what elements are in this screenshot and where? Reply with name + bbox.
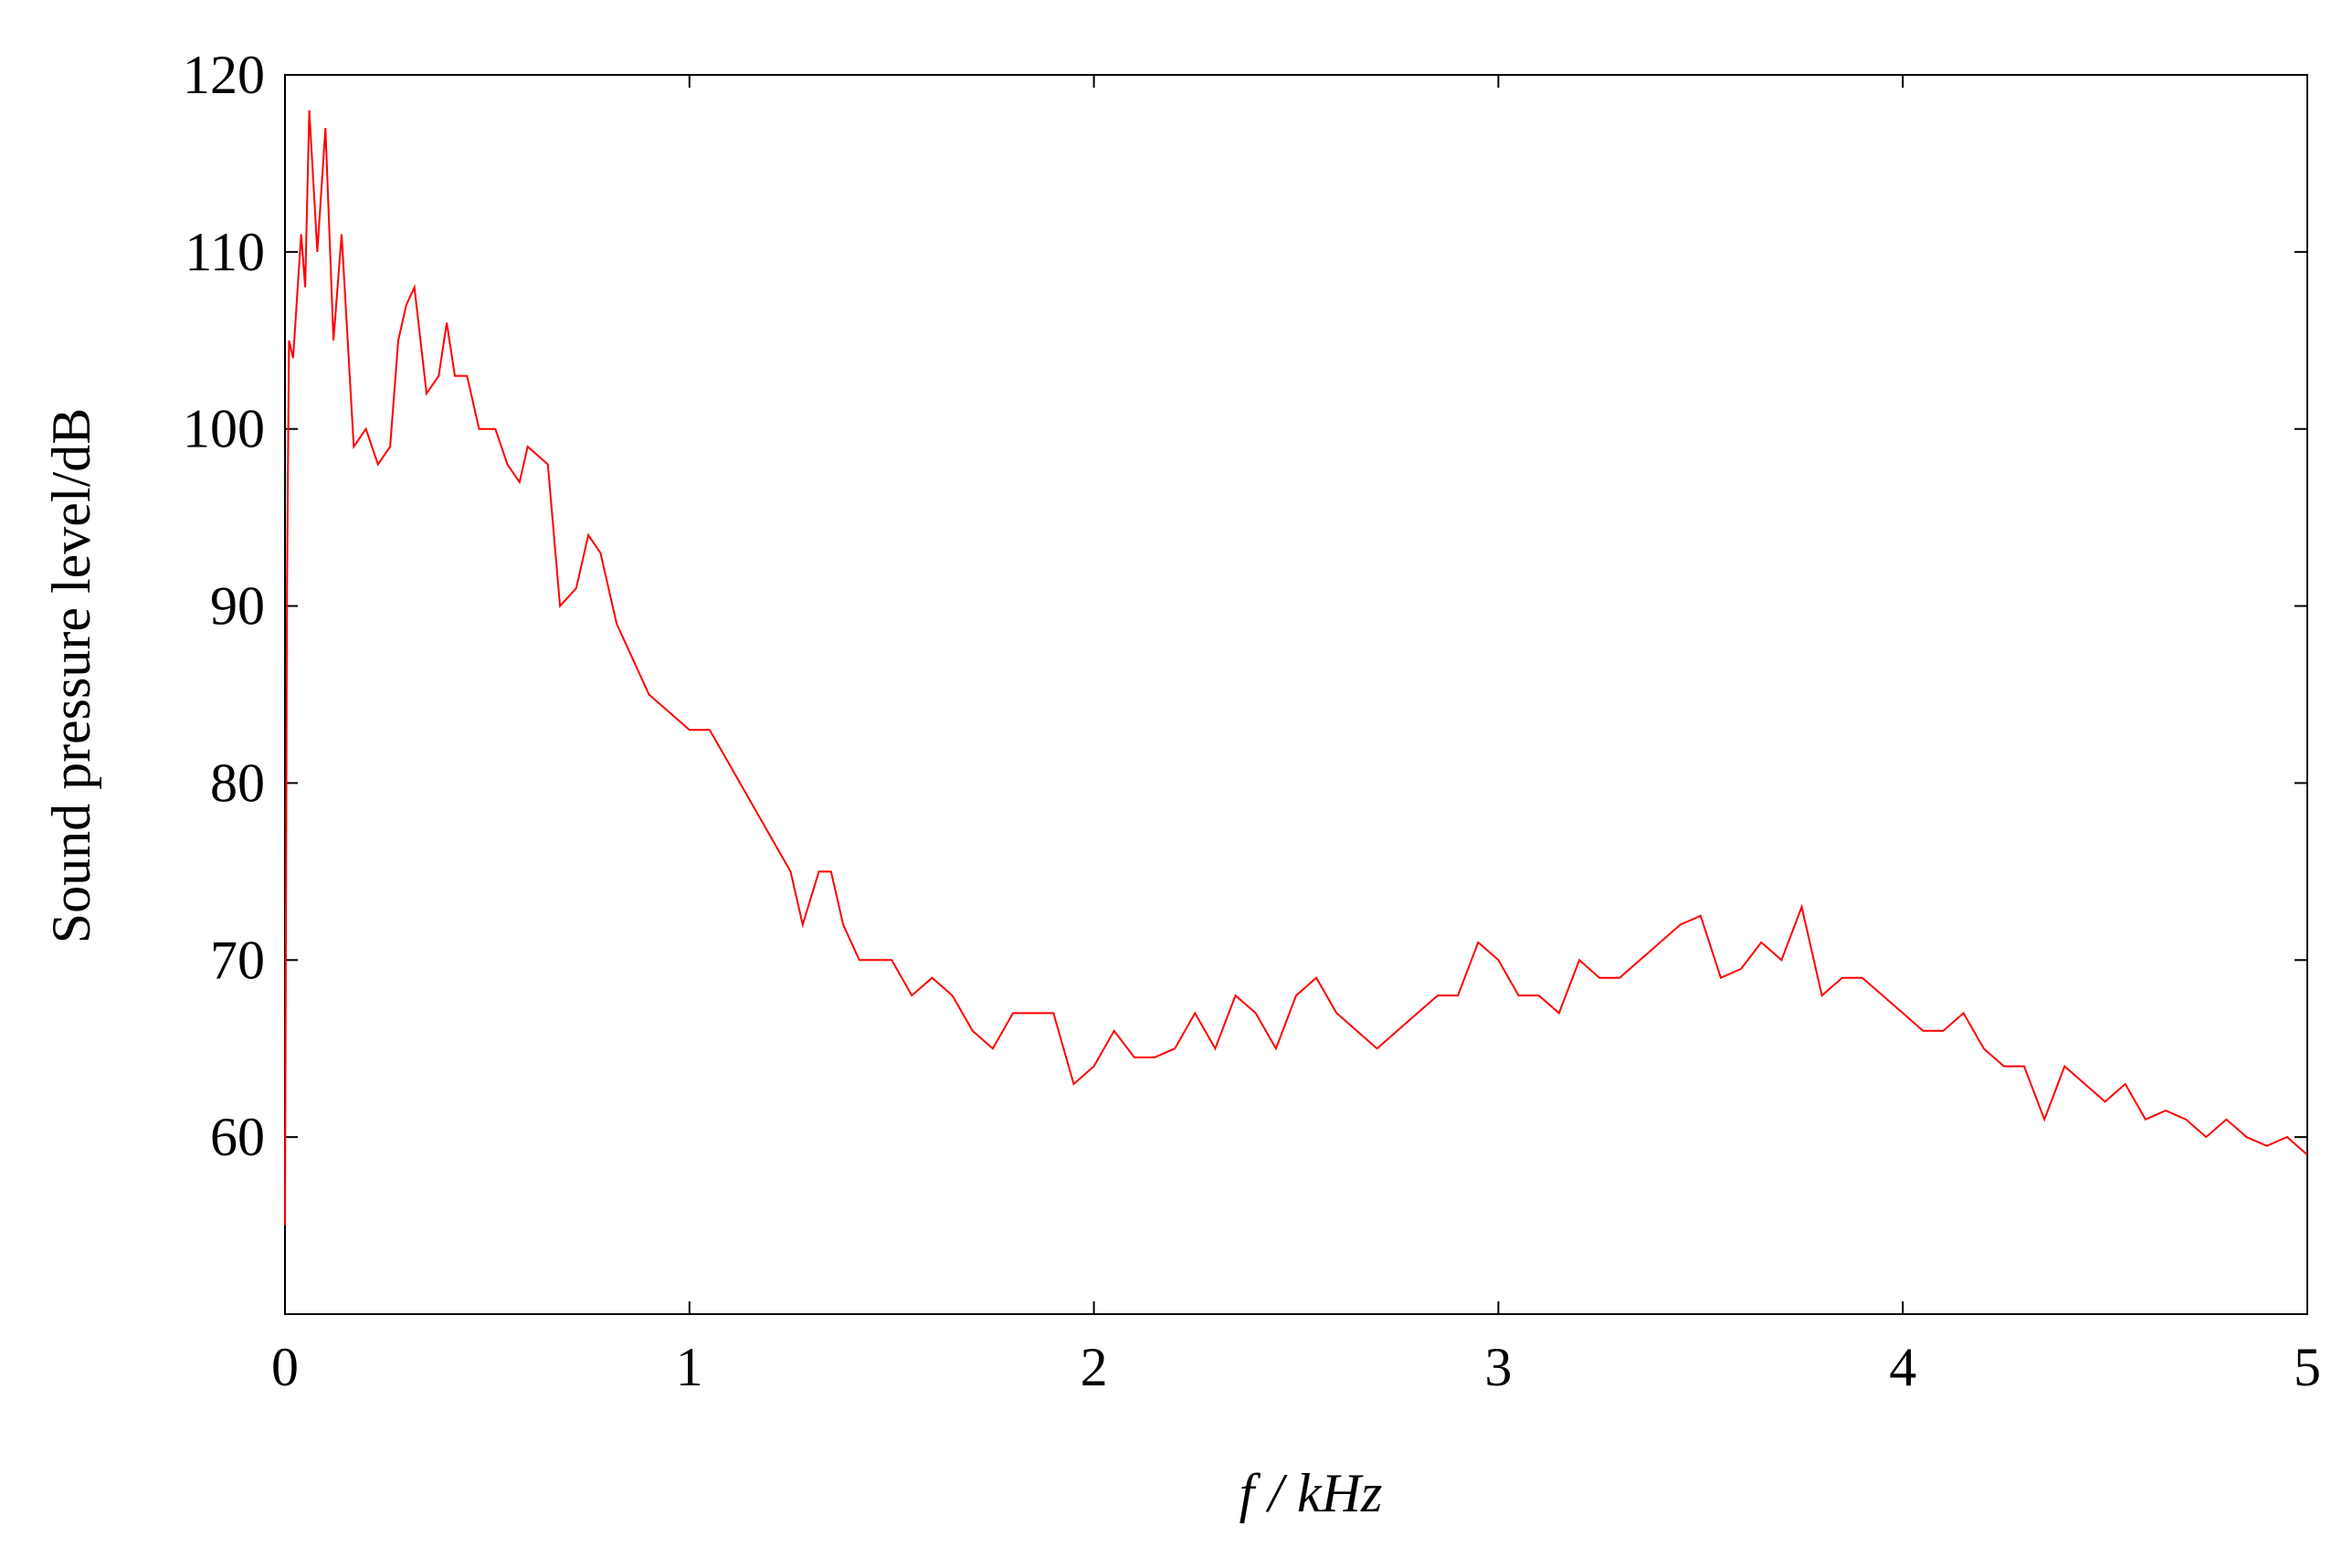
- y-tick-label: 120: [183, 45, 265, 105]
- x-tick-label: 2: [1081, 1337, 1108, 1397]
- y-tick-label: 70: [210, 930, 265, 990]
- x-tick-label: 1: [676, 1337, 703, 1397]
- series-line: [284, 110, 2308, 1226]
- y-tick-label: 80: [210, 752, 265, 813]
- y-tick-label: 60: [210, 1107, 265, 1167]
- x-tick-label: 5: [2294, 1337, 2321, 1397]
- x-tick-label: 3: [1484, 1337, 1512, 1397]
- x-tick-label: 0: [271, 1337, 299, 1397]
- x-tick-label: 4: [1889, 1337, 1916, 1397]
- y-axis-title: Sound pressure level/dB: [41, 408, 101, 944]
- plot-frame: [284, 74, 2308, 1315]
- y-tick-label: 110: [185, 222, 265, 282]
- y-tick-label: 90: [210, 576, 265, 637]
- y-tick-label: 100: [183, 399, 265, 459]
- x-axis-title: f / kHz: [1240, 1463, 1383, 1523]
